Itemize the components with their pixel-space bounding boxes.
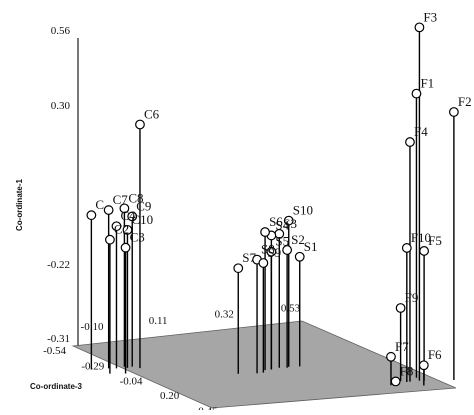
- point-marker-s10: [283, 215, 294, 226]
- point-label-s4: S4: [275, 217, 289, 232]
- point-marker-f3: [414, 22, 425, 33]
- point-label-s2: S2: [291, 232, 305, 247]
- point-label-s10: S10: [293, 203, 313, 218]
- coordinate-2-tick-label: 0.32: [215, 309, 234, 321]
- point-marker-s6: [260, 227, 270, 237]
- point-marker-f2: [448, 107, 459, 117]
- point-marker-s9: [258, 258, 269, 268]
- point-label-f5: F5: [428, 233, 442, 248]
- point-label-f8: F8: [400, 363, 414, 378]
- coordinate-2-tick-label: -0.10: [81, 321, 104, 333]
- point-label-f9: F9: [405, 290, 419, 305]
- point-marker-c10: [122, 224, 133, 235]
- coordinate-1-tick-label: -0.31: [47, 333, 70, 345]
- coordinate-2-tick-label: 0.11: [149, 315, 168, 327]
- point-marker-f5: [419, 246, 430, 256]
- point-marker-f9: [395, 303, 406, 313]
- point-label-c4: C4: [120, 208, 136, 223]
- point-label-c3: C3: [130, 230, 145, 245]
- point-marker-f4: [405, 137, 415, 147]
- point-marker-s7: [233, 263, 244, 274]
- point-marker-c4: [111, 221, 122, 232]
- point-label-f3: F3: [423, 9, 437, 24]
- point-label-s7: S7: [242, 250, 256, 265]
- point-label-f4: F4: [414, 124, 428, 139]
- coordinate-1-tick-label: 0.30: [51, 100, 71, 112]
- point-label-s3: S3: [283, 216, 297, 231]
- point-label-s6: S6: [269, 214, 283, 229]
- coordinate-1-tick-label: -0.22: [47, 259, 70, 271]
- point-marker-s2: [282, 245, 293, 255]
- point-marker-f6: [418, 360, 429, 371]
- point-label-c2: C2: [114, 222, 129, 237]
- point-marker-f1: [411, 88, 422, 99]
- point-label-s8: S8: [261, 242, 275, 257]
- coordinate-2-tick-label: 0.53: [281, 303, 301, 315]
- point-label-f10: F10: [411, 230, 431, 245]
- point-marker-c6: [135, 119, 145, 130]
- point-marker-s1: [294, 251, 305, 262]
- point-marker-f7: [386, 351, 396, 362]
- point-marker-c2: [105, 234, 115, 245]
- coordinate-1-tick-label: 0.56: [51, 25, 71, 37]
- point-label-s1: S1: [304, 239, 318, 254]
- point-label-s9: S9: [267, 245, 281, 260]
- coordinate-3-tick-label: -0.04: [120, 376, 143, 388]
- coordinate-3-tick-label: -0.29: [81, 360, 104, 372]
- coordinate-3-tick-label: 0.20: [160, 390, 180, 402]
- point-marker-c3: [120, 242, 131, 253]
- coordinate-3-tick-label: -0.54: [43, 345, 66, 357]
- point-label-c6: C6: [144, 107, 160, 122]
- point-label-f6: F6: [428, 347, 442, 362]
- point-label-c8: C8: [128, 190, 143, 205]
- coordinate-3-axis-title: Co-ordinate-3: [30, 382, 83, 391]
- point-marker-s5: [266, 246, 277, 257]
- coordinate-1-axis-title: Co-ordinate-1: [15, 178, 24, 231]
- point-marker-c: [86, 210, 97, 221]
- point-marker-f10: [401, 243, 412, 253]
- coordinate-3-tick-label: 0.45: [198, 405, 218, 410]
- point-label-c10: C10: [131, 212, 153, 227]
- point-label-s5: S5: [275, 234, 289, 249]
- point-marker-c7: [103, 205, 114, 215]
- point-label-f1: F1: [420, 76, 434, 91]
- point-marker-c8: [119, 203, 130, 214]
- point-label-f7: F7: [395, 339, 409, 354]
- point-label-f2: F2: [458, 94, 472, 109]
- point-marker-c9: [127, 211, 138, 222]
- point-label-c: C: [95, 197, 104, 212]
- point-label-c9: C9: [136, 198, 151, 213]
- point-marker-f8: [390, 376, 401, 387]
- point-label-c7: C7: [113, 192, 129, 207]
